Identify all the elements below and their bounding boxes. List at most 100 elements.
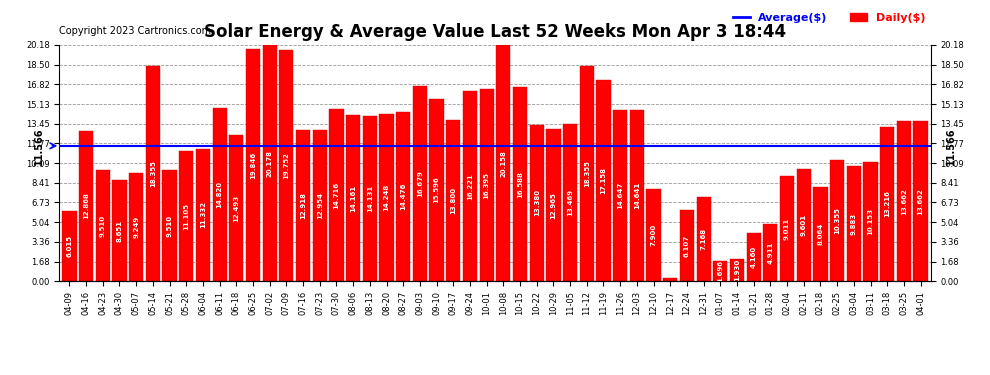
Bar	[513, 87, 527, 281]
Text: 20.158: 20.158	[500, 150, 506, 177]
Bar	[146, 66, 160, 281]
Text: 12.493: 12.493	[234, 195, 240, 222]
Text: 10.153: 10.153	[867, 209, 873, 236]
Bar	[580, 66, 594, 281]
Bar	[213, 108, 227, 281]
Text: 18.355: 18.355	[149, 160, 155, 187]
Text: 9.510: 9.510	[100, 214, 106, 237]
Text: 7.168: 7.168	[701, 228, 707, 251]
Bar	[880, 126, 894, 281]
Text: 14.248: 14.248	[383, 184, 389, 211]
Bar	[430, 99, 444, 281]
Bar	[230, 135, 244, 281]
Bar	[914, 121, 928, 281]
Text: 12.918: 12.918	[300, 192, 306, 219]
Bar	[530, 124, 544, 281]
Bar	[746, 232, 760, 281]
Text: 13.469: 13.469	[567, 189, 573, 216]
Bar	[563, 124, 577, 281]
Text: 8.064: 8.064	[818, 223, 824, 245]
Bar	[897, 121, 911, 281]
Bar	[763, 224, 777, 281]
Bar	[546, 129, 560, 281]
Legend: Average($), Daily($): Average($), Daily($)	[733, 13, 925, 23]
Text: 9.601: 9.601	[801, 214, 807, 236]
Bar	[179, 151, 193, 281]
Bar	[630, 110, 644, 281]
Text: 12.954: 12.954	[317, 192, 323, 219]
Text: 9.883: 9.883	[850, 212, 856, 234]
Text: 20.178: 20.178	[266, 150, 272, 177]
Bar	[463, 92, 477, 281]
Text: 7.900: 7.900	[650, 224, 656, 246]
Bar	[730, 259, 744, 281]
Text: 14.820: 14.820	[217, 181, 223, 208]
Text: 4.160: 4.160	[750, 246, 756, 268]
Text: 19.846: 19.846	[250, 152, 256, 178]
Bar	[196, 148, 210, 281]
Bar	[479, 89, 494, 281]
Text: 16.588: 16.588	[517, 171, 523, 198]
Text: 11.566: 11.566	[35, 127, 45, 165]
Text: 13.800: 13.800	[450, 187, 456, 214]
Bar	[362, 116, 377, 281]
Text: 19.752: 19.752	[283, 152, 289, 179]
Bar	[713, 261, 728, 281]
Text: 12.868: 12.868	[83, 192, 89, 219]
Bar	[162, 170, 176, 281]
Bar	[396, 112, 410, 281]
Text: 17.158: 17.158	[601, 167, 607, 194]
Text: 13.380: 13.380	[534, 189, 540, 216]
Text: 11.566: 11.566	[945, 127, 955, 165]
Text: 16.395: 16.395	[484, 172, 490, 199]
Bar	[780, 176, 794, 281]
Text: 14.161: 14.161	[350, 185, 356, 212]
Text: 1.930: 1.930	[734, 259, 740, 281]
Text: 13.662: 13.662	[901, 188, 907, 214]
Bar	[129, 173, 144, 281]
Bar	[330, 109, 344, 281]
Text: 9.011: 9.011	[784, 217, 790, 240]
Bar	[663, 278, 677, 281]
Bar	[613, 110, 628, 281]
Bar	[596, 80, 611, 281]
Text: 13.216: 13.216	[884, 190, 890, 217]
Text: 12.965: 12.965	[550, 192, 556, 219]
Text: 11.332: 11.332	[200, 201, 206, 228]
Text: 6.015: 6.015	[66, 235, 72, 257]
Bar	[814, 187, 828, 281]
Text: 14.131: 14.131	[367, 185, 373, 212]
Title: Solar Energy & Average Value Last 52 Weeks Mon Apr 3 18:44: Solar Energy & Average Value Last 52 Wee…	[204, 22, 786, 40]
Bar	[279, 50, 293, 281]
Bar	[246, 49, 260, 281]
Bar	[496, 45, 511, 281]
Bar	[262, 45, 277, 281]
Bar	[346, 116, 360, 281]
Text: 15.596: 15.596	[434, 177, 440, 203]
Bar	[697, 197, 711, 281]
Text: 9.510: 9.510	[166, 214, 172, 237]
Bar	[797, 169, 811, 281]
Text: 10.355: 10.355	[835, 207, 841, 234]
Bar	[646, 189, 660, 281]
Text: 4.911: 4.911	[767, 242, 773, 264]
Bar	[830, 160, 844, 281]
Bar	[846, 165, 861, 281]
Text: 14.641: 14.641	[634, 182, 640, 209]
Text: 13.662: 13.662	[918, 188, 924, 214]
Bar	[413, 86, 427, 281]
Bar	[446, 120, 460, 281]
Text: 16.679: 16.679	[417, 170, 423, 197]
Text: 14.716: 14.716	[334, 182, 340, 209]
Text: 14.647: 14.647	[617, 182, 623, 209]
Text: 16.221: 16.221	[467, 173, 473, 200]
Bar	[296, 130, 310, 281]
Text: 11.105: 11.105	[183, 203, 189, 230]
Text: Copyright 2023 Cartronics.com: Copyright 2023 Cartronics.com	[59, 26, 212, 36]
Bar	[313, 130, 327, 281]
Text: 8.651: 8.651	[117, 220, 123, 242]
Bar	[79, 130, 93, 281]
Text: 9.249: 9.249	[134, 216, 140, 238]
Bar	[62, 211, 76, 281]
Text: 1.696: 1.696	[718, 260, 724, 282]
